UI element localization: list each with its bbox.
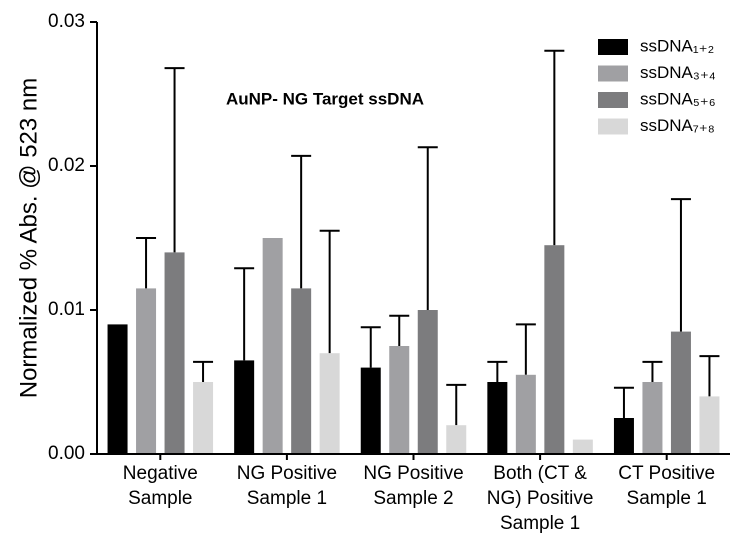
bar	[417, 310, 438, 454]
legend-swatch	[598, 39, 628, 55]
bar	[389, 346, 410, 454]
bar	[670, 331, 691, 454]
y-tick-label: 0.01	[48, 299, 85, 320]
legend-label: ssDNA₇₊₈	[640, 116, 715, 135]
bar	[319, 353, 340, 454]
x-tick-label: NG Positive Sample 1	[237, 463, 337, 509]
bar	[487, 382, 508, 454]
bar	[107, 324, 128, 454]
bar	[164, 252, 185, 454]
x-tick-label: NG Positive Sample 2	[363, 463, 463, 509]
bar	[642, 382, 663, 454]
x-tick-label: CT Positive Sample 1	[618, 463, 715, 509]
x-tick-label: Negative Sample	[123, 463, 198, 509]
bar	[544, 245, 565, 454]
y-tick-label: 0.03	[48, 11, 85, 32]
bar	[515, 374, 536, 454]
annotation: AuNP- NG Target ssDNA	[226, 89, 424, 108]
bar	[193, 382, 214, 454]
bar	[613, 418, 634, 454]
bar	[136, 288, 157, 454]
legend-label: ssDNA₅₊₆	[640, 89, 716, 108]
x-tick-label: Both (CT & NG) Positive Sample 1	[487, 463, 594, 533]
legend-label: ssDNA₁₊₂	[640, 36, 714, 55]
legend-swatch	[598, 118, 628, 135]
y-tick-label: 0.00	[48, 443, 85, 464]
bar	[262, 238, 283, 454]
bar	[234, 360, 255, 454]
legend-swatch	[598, 92, 628, 108]
bar	[699, 396, 720, 454]
bar	[446, 425, 467, 454]
legend-swatch	[598, 65, 628, 82]
legend-label: ssDNA₃₊₄	[640, 63, 716, 82]
bar	[572, 439, 593, 454]
y-axis-title: Normalized % Abs. @ 523 nm	[15, 78, 42, 399]
bar	[291, 288, 312, 454]
y-tick-label: 0.02	[48, 155, 85, 176]
bar	[360, 367, 381, 454]
